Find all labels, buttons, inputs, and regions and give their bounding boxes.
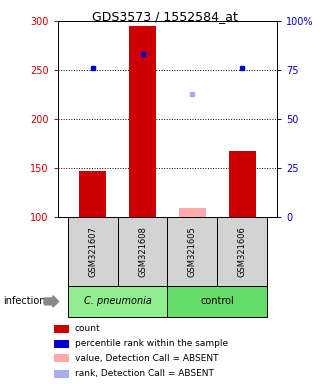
- Bar: [117, 217, 168, 286]
- Bar: [179, 208, 206, 217]
- Text: GSM321606: GSM321606: [238, 226, 247, 277]
- Bar: [54, 325, 69, 333]
- Text: infection: infection: [3, 296, 46, 306]
- Bar: [229, 151, 256, 217]
- Text: rank, Detection Call = ABSENT: rank, Detection Call = ABSENT: [75, 369, 214, 378]
- Text: GSM321607: GSM321607: [88, 226, 97, 277]
- Bar: [168, 286, 267, 317]
- Text: percentile rank within the sample: percentile rank within the sample: [75, 339, 228, 348]
- Bar: [79, 171, 106, 217]
- Text: GDS3573 / 1552584_at: GDS3573 / 1552584_at: [92, 10, 238, 23]
- Text: control: control: [201, 296, 234, 306]
- Bar: [168, 217, 217, 286]
- Text: C. pneumonia: C. pneumonia: [84, 296, 151, 306]
- Text: value, Detection Call = ABSENT: value, Detection Call = ABSENT: [75, 354, 218, 363]
- Bar: [54, 354, 69, 362]
- Bar: [129, 26, 156, 217]
- Text: GSM321605: GSM321605: [188, 226, 197, 277]
- Bar: [217, 217, 267, 286]
- Bar: [54, 370, 69, 378]
- Text: count: count: [75, 324, 100, 333]
- Text: GSM321608: GSM321608: [138, 226, 147, 277]
- Bar: [68, 286, 168, 317]
- Bar: [68, 217, 117, 286]
- Bar: [54, 340, 69, 348]
